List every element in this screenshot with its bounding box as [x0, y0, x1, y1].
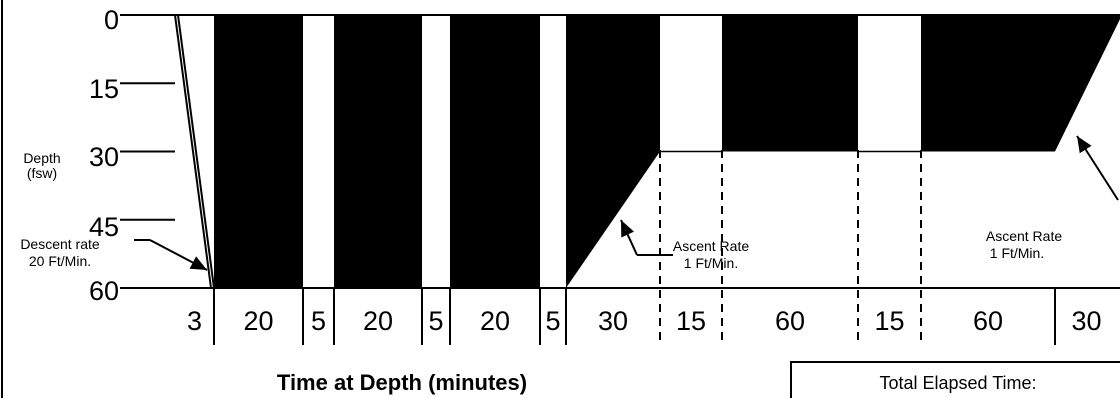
duration-label-3: 5 [311, 306, 326, 336]
ascent2-annotation-line2: 1 Ft/Min. [990, 245, 1044, 261]
segment-fill-8 [566, 15, 660, 288]
ascent1-arrow-head [621, 220, 635, 238]
segment-fill-13 [1055, 15, 1120, 152]
duration-label-11: 15 [874, 306, 904, 336]
descent-line-left [174, 14, 212, 289]
duration-label-9: 15 [676, 306, 706, 336]
ascent2-arrow-head [1077, 136, 1092, 154]
profile-area-layer [174, 14, 1120, 289]
descent-annotation-line1: Descent rate [20, 236, 100, 252]
segment-fill-4 [334, 15, 422, 288]
x-axis-title: Time at Depth (minutes) [277, 370, 527, 395]
total-elapsed-label: Total Elapsed Time: [879, 373, 1036, 393]
segment-fill-6 [450, 15, 540, 288]
y-tick-label-45: 45 [89, 212, 119, 242]
segment-fill-10 [722, 15, 858, 152]
y-tick-label-15: 15 [89, 74, 119, 104]
y-tick-label-0: 0 [104, 5, 119, 35]
y-axis-label-line2: (fsw) [27, 165, 57, 181]
label-layer: 3 20 5 20 5 20 5 30 15 60 15 60 30 [134, 135, 1119, 336]
ascent2-annotation-line1: Ascent Rate [986, 228, 1062, 244]
duration-label-6: 20 [480, 306, 510, 336]
duration-label-2: 20 [243, 306, 273, 336]
duration-label-10: 60 [775, 306, 805, 336]
duration-label-13: 30 [1071, 306, 1101, 336]
duration-label-5: 5 [428, 306, 443, 336]
segment-fill-2 [214, 15, 303, 288]
descent-line-right [177, 14, 215, 289]
segment-fill-12 [921, 15, 1055, 152]
descent-annotation-line2: 20 Ft/Min. [29, 253, 91, 269]
y-axis-label-line1: Depth [23, 150, 60, 166]
y-tick-label-60: 60 [89, 276, 119, 306]
ascent1-annotation-line2: 1 Ft/Min. [684, 255, 738, 271]
duration-label-4: 20 [363, 306, 393, 336]
duration-label-1: 3 [187, 306, 202, 336]
ascent1-annotation-line1: Ascent Rate [673, 238, 749, 254]
axis-layer [120, 14, 1120, 345]
duration-label-7: 5 [545, 306, 560, 336]
duration-label-12: 60 [973, 306, 1003, 336]
duration-label-8: 30 [598, 306, 628, 336]
total-elapsed-box [790, 361, 1120, 398]
y-tick-label-30: 30 [89, 142, 119, 172]
descent-arrow-head [189, 256, 207, 270]
